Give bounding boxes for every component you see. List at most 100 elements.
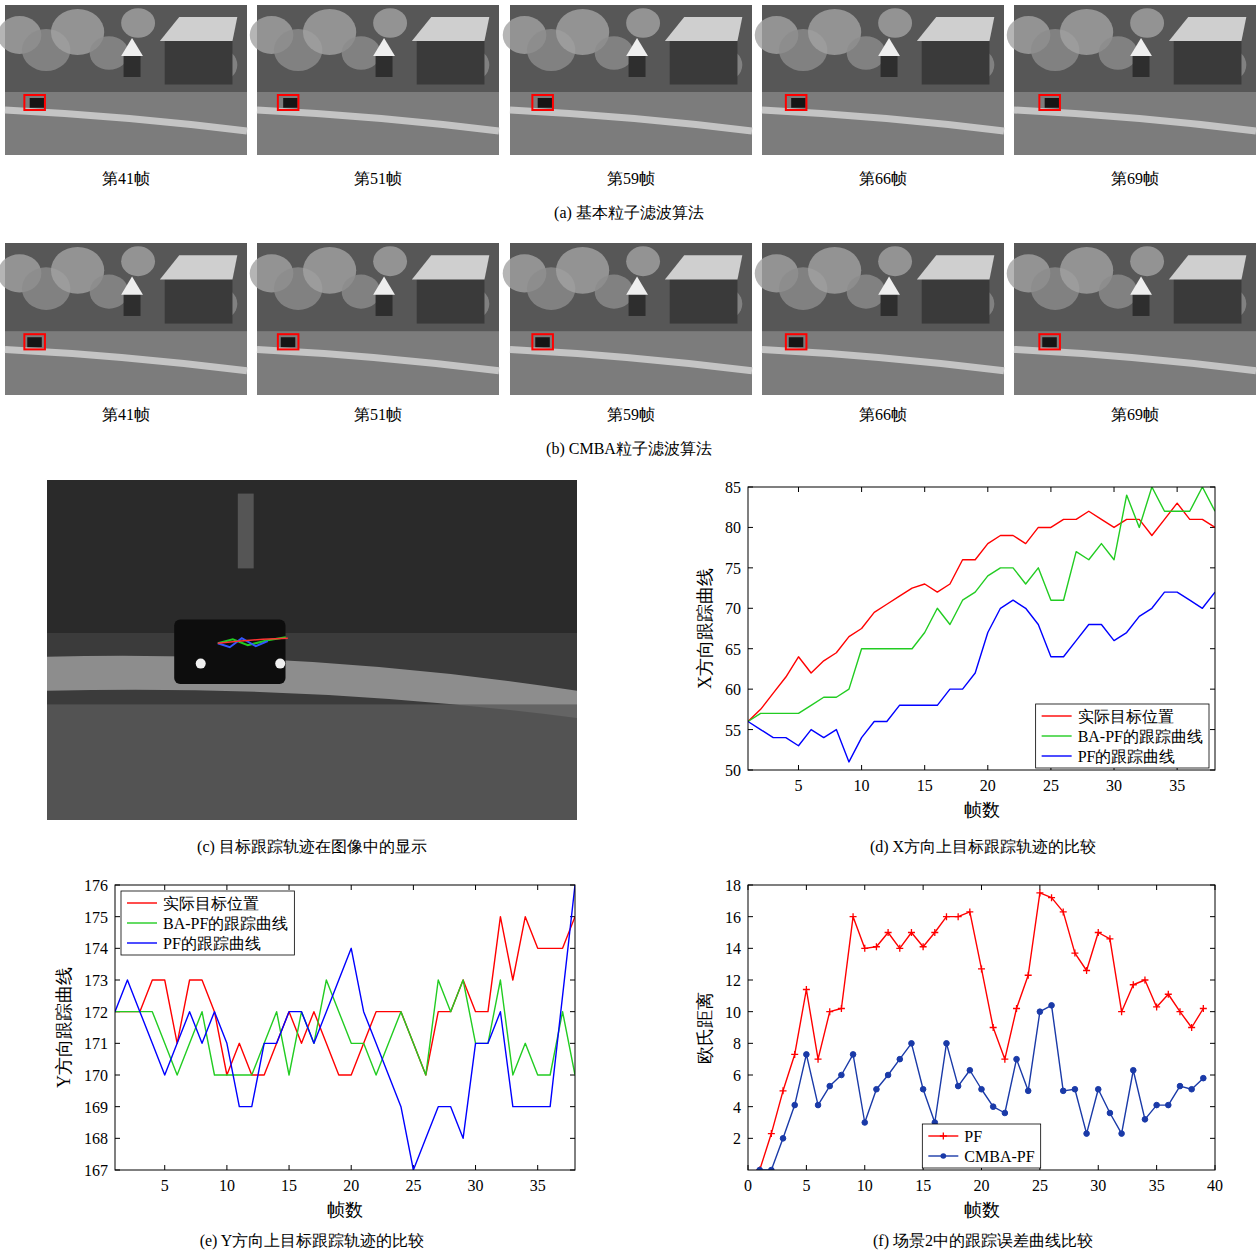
x-tick-label: 15 [915, 1177, 931, 1194]
x-tick-label: 5 [161, 1177, 169, 1194]
legend-label: PF的跟踪曲线 [1078, 748, 1176, 765]
trajectory [218, 638, 288, 643]
y-tick [570, 948, 575, 949]
y-tick [1210, 648, 1215, 649]
x-axis-title: 帧数 [964, 800, 1000, 820]
photo-shed [1133, 55, 1150, 78]
tracking-box [532, 95, 553, 110]
photo-shed [124, 55, 141, 78]
x-tick [806, 1165, 807, 1170]
photo-trees [510, 243, 752, 334]
frame-label: 第51帧 [354, 170, 402, 187]
photo-trees [257, 243, 499, 334]
photo-house [165, 273, 233, 323]
marker [1013, 1005, 1020, 1012]
photo-roof [160, 17, 237, 41]
photo-car [791, 98, 806, 108]
marker [1107, 1110, 1113, 1116]
photo-road [762, 110, 1004, 131]
marker [1165, 991, 1172, 998]
y-tick-label: 6 [733, 1067, 741, 1084]
y-tick-label: 65 [725, 641, 741, 658]
marker [791, 1051, 798, 1058]
marker [931, 929, 938, 936]
marker [1154, 1102, 1160, 1108]
y-tick [748, 948, 753, 949]
photo-tree [847, 36, 886, 70]
photo-tree [1099, 275, 1138, 309]
photo [503, 5, 752, 155]
photo-tree [1099, 36, 1138, 70]
photo-ground [257, 243, 499, 395]
marker [1166, 1102, 1172, 1108]
tracking-box [1039, 95, 1060, 110]
x-tick-label: 30 [1090, 1177, 1106, 1194]
x-tick [164, 1165, 165, 1170]
x-tick [164, 885, 165, 890]
photo-ground [257, 5, 499, 155]
photo-tree [121, 246, 155, 276]
marker [990, 1104, 996, 1110]
x-tick [289, 885, 290, 890]
y-tick [115, 1075, 120, 1076]
marker [780, 1136, 786, 1142]
x-tick [351, 885, 352, 890]
photo [1007, 5, 1256, 155]
photo-car [281, 337, 296, 347]
photo [250, 243, 499, 395]
photo-post [238, 494, 254, 569]
marker [1142, 1117, 1148, 1123]
y-tick-label: 80 [725, 519, 741, 536]
photo [1007, 243, 1256, 395]
photo-ground [510, 5, 752, 155]
x-tick [924, 765, 925, 770]
photo-car [30, 98, 45, 108]
photo-tree [1130, 8, 1164, 37]
marker [1084, 1131, 1090, 1137]
x-tick-label: 25 [405, 1177, 421, 1194]
photo-tree [595, 36, 634, 70]
legend-label: PF [964, 1128, 982, 1145]
y-tick [1210, 1138, 1215, 1139]
x-tick-label: 15 [917, 777, 933, 794]
photo-shed-roof [878, 276, 900, 294]
y-tick [1210, 948, 1215, 949]
frame-label: 第51帧 [354, 406, 402, 423]
marker [1060, 908, 1067, 915]
y-axis-title: Y方向跟踪曲线 [54, 967, 74, 1088]
x-tick [864, 885, 865, 890]
photo-road [762, 349, 1004, 370]
photo-tree [1130, 246, 1164, 276]
y-tick-label: 176 [84, 877, 108, 894]
photo-headlight [275, 659, 285, 669]
marker [979, 1086, 985, 1092]
y-tick [1210, 567, 1215, 568]
y-tick-label: 16 [725, 909, 741, 926]
y-tick-label: 8 [733, 1035, 741, 1052]
marker [803, 986, 810, 993]
photo-roof [665, 255, 742, 279]
series-line [115, 885, 575, 1170]
marker [909, 1041, 915, 1047]
photo-ground [762, 5, 1004, 155]
marker [804, 1052, 810, 1058]
photo-roof [412, 17, 489, 41]
legend: 实际目标位置BA-PF的跟踪曲线PF的跟踪曲线 [1036, 704, 1209, 768]
marker [1189, 1086, 1195, 1092]
frame-label: 第66帧 [859, 406, 907, 423]
marker [850, 1052, 856, 1058]
photo-grass [1014, 331, 1256, 395]
marker [792, 1102, 798, 1108]
y-tick-label: 10 [725, 1004, 741, 1021]
y-tick [115, 1043, 120, 1044]
photo-bg [47, 480, 577, 820]
photo-shed-roof [373, 276, 395, 294]
x-tick [798, 487, 799, 492]
marker [1071, 950, 1078, 957]
marker [908, 929, 915, 936]
series-line [760, 1005, 1204, 1170]
y-tick [1210, 1075, 1215, 1076]
x-tick [1156, 1165, 1157, 1170]
y-tick [1210, 916, 1215, 917]
x-axis-title: 帧数 [964, 1200, 1000, 1220]
